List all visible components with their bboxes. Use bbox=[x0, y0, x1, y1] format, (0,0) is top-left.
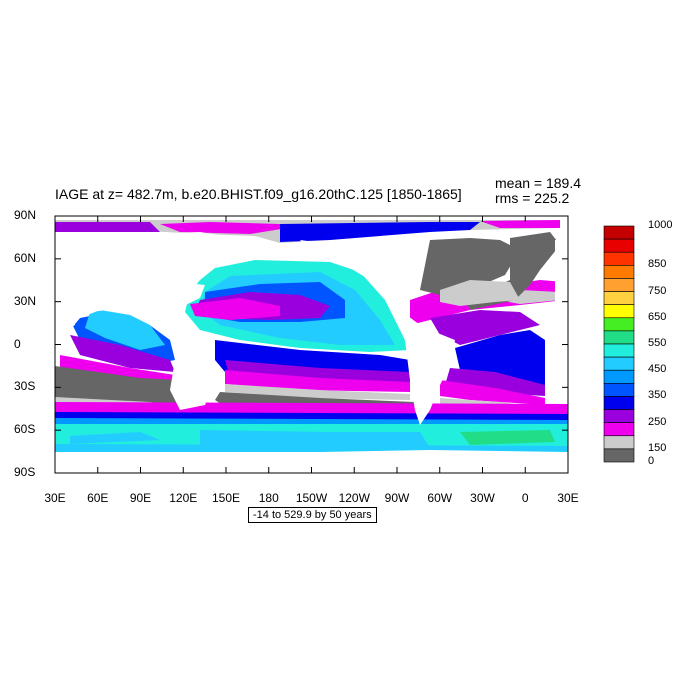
colorbar-segment bbox=[603, 435, 635, 450]
colorbar-segment bbox=[603, 422, 635, 437]
mean-value: mean = 189.4 bbox=[495, 175, 582, 191]
lat-tick-label: 90N bbox=[14, 208, 37, 222]
lat-tick-label: 90S bbox=[14, 465, 36, 479]
lon-tick-label: 30W bbox=[470, 491, 495, 505]
colorbar-label: 750 bbox=[648, 284, 667, 297]
map-field bbox=[55, 216, 568, 473]
colorbar-segment bbox=[603, 291, 635, 305]
lon-tick-label: 60W bbox=[427, 491, 453, 505]
colorbar-label: 1000 bbox=[648, 219, 673, 231]
colorbar bbox=[603, 225, 635, 463]
colorbar-segment bbox=[603, 356, 635, 371]
lon-tick-label: 60E bbox=[87, 491, 109, 505]
colorbar-segment bbox=[603, 330, 635, 345]
colorbar-label: 850 bbox=[648, 258, 667, 271]
colorbar-segment bbox=[603, 225, 635, 240]
rms-value: rms = 225.2 bbox=[495, 190, 570, 206]
lat-tick-label: 30N bbox=[14, 293, 37, 308]
plot-title: IAGE at z= 482.7m, b.e20.BHIST.f09_g16.2… bbox=[55, 186, 462, 202]
colorbar-label: 450 bbox=[648, 363, 667, 376]
contour-range-label: -14 to 529.9 by 50 years bbox=[248, 507, 377, 523]
colorbar-label: 350 bbox=[648, 389, 667, 402]
colorbar-segment bbox=[603, 265, 635, 279]
colorbar-segment bbox=[603, 396, 635, 410]
colorbar-segment bbox=[603, 304, 635, 319]
lon-tick-label: 120E bbox=[169, 491, 198, 505]
colorbar-label: 150 bbox=[648, 441, 667, 454]
colorbar-label: 650 bbox=[648, 310, 667, 323]
colorbar-segment bbox=[603, 409, 635, 423]
colorbar-segment bbox=[603, 251, 635, 266]
lat-tick-label: 30S bbox=[14, 379, 36, 394]
lat-tick-label: 60S bbox=[14, 422, 36, 437]
axis-ticks bbox=[54, 215, 569, 474]
colorbar-segment bbox=[603, 317, 635, 332]
colorbar-label: 250 bbox=[648, 415, 667, 428]
colorbar-segment bbox=[603, 383, 635, 397]
lat-tick-label: 0 bbox=[14, 336, 21, 351]
colorbar-label: 0 bbox=[648, 455, 655, 467]
colorbar-segment bbox=[603, 343, 635, 358]
lon-tick-label: 30E bbox=[557, 491, 579, 505]
lat-tick-label: 60N bbox=[14, 250, 37, 265]
colorbar-segment bbox=[603, 369, 635, 384]
lon-tick-label: 0 bbox=[521, 491, 529, 505]
lon-tick-label: 120W bbox=[338, 491, 370, 505]
colorbar-segment bbox=[603, 448, 635, 463]
lon-tick-label: 30E bbox=[44, 491, 66, 505]
colorbar-segment bbox=[603, 238, 635, 253]
lon-tick-label: 90W bbox=[384, 491, 410, 505]
lon-tick-label: 150E bbox=[211, 491, 241, 505]
colorbar-label: 550 bbox=[648, 337, 667, 349]
colorbar-segment bbox=[603, 278, 635, 292]
lon-tick-label: 180 bbox=[258, 491, 279, 505]
lon-tick-label: 90E bbox=[129, 491, 152, 505]
lon-tick-label: 150W bbox=[295, 491, 328, 505]
